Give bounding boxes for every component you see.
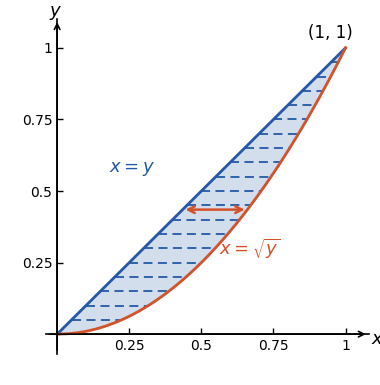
- Text: y: y: [50, 2, 60, 20]
- Text: $x = y$: $x = y$: [109, 161, 155, 178]
- Text: $x = \sqrt{y}$: $x = \sqrt{y}$: [218, 237, 280, 261]
- Text: (1, 1): (1, 1): [308, 24, 353, 42]
- Text: x: x: [372, 330, 380, 348]
